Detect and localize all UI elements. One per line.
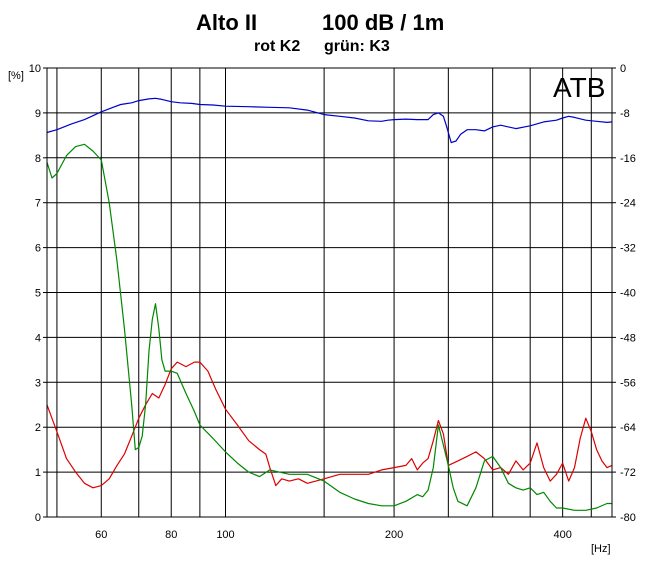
x-tick-label: 60: [95, 529, 107, 541]
x-tick-label: 100: [216, 529, 234, 541]
grid: [47, 68, 612, 517]
chart-subtitle-left: rot K2: [254, 38, 300, 55]
y-tick-label: 6: [35, 243, 41, 255]
x-tick-label: 200: [385, 529, 403, 541]
atb-watermark: ATB: [553, 72, 605, 103]
series-layer: [46, 97, 613, 511]
x-axis-label: [Hz]: [591, 543, 611, 555]
y2-tick-label: -72: [620, 467, 636, 479]
series-line-0: [46, 97, 613, 144]
y2-tick-label: -80: [620, 512, 636, 524]
y2-tick-label: 0: [620, 63, 626, 75]
y-tick-label: 5: [35, 288, 41, 300]
series-line-1: [46, 361, 613, 489]
y2-tick-label: -40: [620, 288, 636, 300]
y-tick-label: 1: [35, 467, 41, 479]
y-tick-label: 3: [35, 377, 41, 389]
y-tick-label: 8: [35, 153, 41, 165]
y2-tick-label: -8: [620, 108, 630, 120]
y-tick-label: 4: [35, 332, 41, 344]
chart-subtitle-right: grün: K3: [324, 38, 390, 55]
chart-title-right: 100 dB / 1m: [322, 10, 444, 35]
y2-tick-label: -32: [620, 243, 636, 255]
chart-title-left: Alto II: [196, 10, 257, 35]
series-line-2: [46, 143, 612, 511]
x-tick-label: 400: [553, 529, 571, 541]
y-tick-label: 7: [35, 198, 41, 210]
y-tick-label: 0: [35, 512, 41, 524]
y-axis-label: [%]: [8, 70, 24, 82]
y2-tick-label: -56: [620, 377, 636, 389]
x-tick-label: 80: [165, 529, 177, 541]
y2-tick-label: -16: [620, 153, 636, 165]
y2-tick-label: -64: [620, 422, 636, 434]
y-tick-label: 10: [29, 63, 41, 75]
y-tick-label: 9: [35, 108, 41, 120]
y2-tick-label: -24: [620, 198, 636, 210]
y-tick-label: 2: [35, 422, 41, 434]
y2-tick-label: -48: [620, 332, 636, 344]
